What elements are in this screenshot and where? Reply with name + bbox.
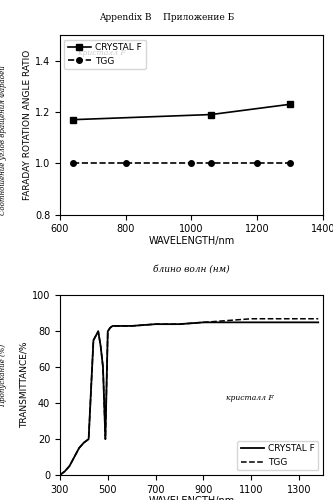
TGG [255,160,259,166]
CRYSTAL F [111,323,115,329]
CRYSTAL F [92,338,96,344]
TGG [68,463,72,469]
TGG [77,445,81,451]
CRYSTAL F [154,321,158,327]
CRYSTAL F [71,116,75,122]
CRYSTAL F [209,112,213,117]
CRYSTAL F [225,320,229,326]
CRYSTAL F [77,445,81,451]
CRYSTAL F [103,436,107,442]
TGG [249,316,253,322]
Text: кристалл F: кристалл F [78,50,126,58]
TGG [177,321,181,327]
TGG [209,160,213,166]
Text: Пропускание (%): Пропускание (%) [0,344,7,406]
TGG [96,328,100,334]
CRYSTAL F [72,454,76,460]
Legend: CRYSTAL F, TGG: CRYSTAL F, TGG [65,40,146,69]
Line: CRYSTAL F: CRYSTAL F [70,101,294,123]
TGG [297,316,301,322]
CRYSTAL F [99,342,103,348]
CRYSTAL F [130,323,134,329]
Line: TGG: TGG [70,160,293,166]
CRYSTAL F [82,440,86,446]
TGG [108,324,112,330]
TGG [103,436,107,442]
CRYSTAL F [106,328,110,334]
TGG [189,160,193,166]
CRYSTAL F [316,320,320,326]
TGG [99,342,103,348]
CRYSTAL F [108,324,112,330]
Text: Соотношение углов вращения Фарадей: Соотношение углов вращения Фарадей [0,65,7,215]
Legend: CRYSTAL F, TGG: CRYSTAL F, TGG [237,441,318,470]
CRYSTAL F [288,102,292,107]
TGG [273,316,277,322]
TGG [130,323,134,329]
CRYSTAL F [177,321,181,327]
CRYSTAL F [58,472,62,478]
Text: кристалл F: кристалл F [226,394,273,402]
Line: TGG: TGG [60,319,318,475]
TGG [124,160,128,166]
Line: CRYSTAL F: CRYSTAL F [60,322,318,475]
Text: Appendix B    Приложение Б: Appendix B Приложение Б [99,12,234,22]
TGG [71,160,75,166]
TGG [92,338,96,344]
X-axis label: WAVELENGTH/nm: WAVELENGTH/nm [148,236,235,246]
TGG [106,328,110,334]
Y-axis label: TRANSMITTANCE/%: TRANSMITTANCE/% [20,342,29,428]
CRYSTAL F [201,320,205,326]
CRYSTAL F [96,328,100,334]
CRYSTAL F [297,320,301,326]
TGG [288,160,292,166]
TGG [225,318,229,324]
TGG [82,440,86,446]
TGG [111,323,115,329]
TGG [201,320,205,326]
TGG [316,316,320,322]
TGG [101,364,105,370]
TGG [154,321,158,327]
CRYSTAL F [249,320,253,326]
CRYSTAL F [273,320,277,326]
TGG [87,436,91,442]
CRYSTAL F [63,468,67,474]
Y-axis label: FARADAY ROTATION ANGLE RATIO: FARADAY ROTATION ANGLE RATIO [23,50,32,200]
CRYSTAL F [101,364,105,370]
X-axis label: WAVELENGTH/nm: WAVELENGTH/nm [148,496,235,500]
TGG [63,468,67,474]
Text: блино волн (нм): блино волн (нм) [153,265,230,274]
CRYSTAL F [87,436,91,442]
TGG [58,472,62,478]
TGG [72,454,76,460]
CRYSTAL F [68,463,72,469]
